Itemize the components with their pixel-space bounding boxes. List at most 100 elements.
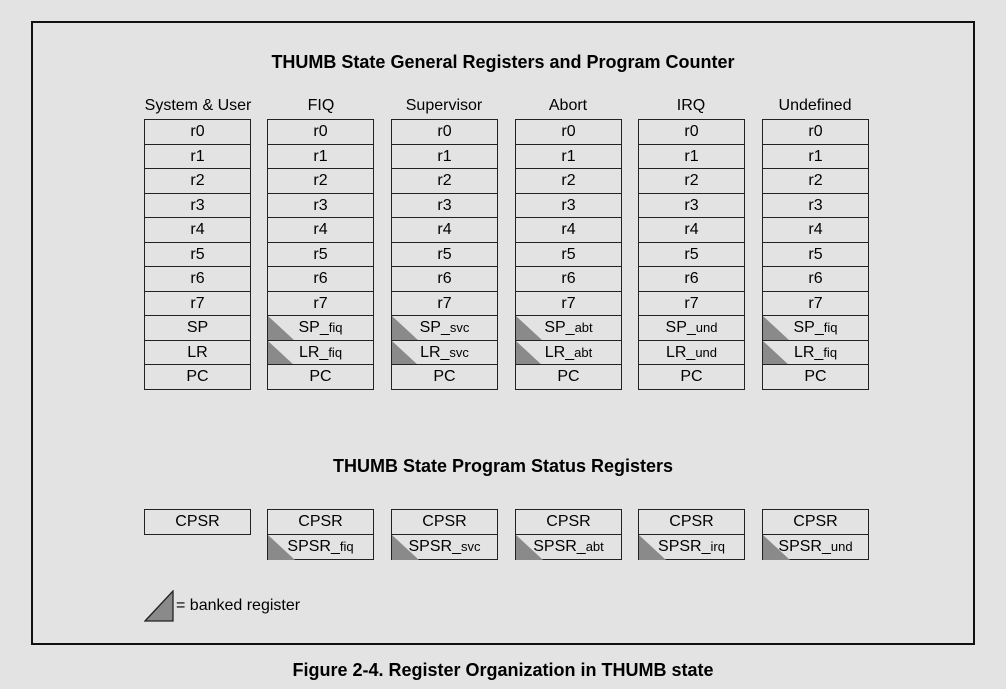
register-mode-suffix: fiq	[328, 320, 343, 335]
register-underscore: _	[440, 343, 450, 361]
diagram-frame	[31, 21, 975, 645]
register-cell: r1	[144, 143, 251, 170]
register-name: LR	[187, 343, 208, 361]
register-stack: r0 r1 r2 r3 r4 r5 r6 r7 SP_fiq LR_fiq PC	[267, 119, 374, 390]
register-name: r7	[313, 294, 328, 312]
register-mode-suffix: und	[695, 320, 718, 335]
registers-title: THUMB State General Registers and Progra…	[271, 52, 735, 72]
register-name: r1	[437, 147, 452, 165]
register-cell: r0	[515, 119, 622, 145]
register-cell: r5	[515, 241, 622, 268]
legend-text: = banked register	[176, 597, 301, 614]
register-cell: r7	[515, 290, 622, 317]
register-label: r3	[437, 197, 451, 214]
register-name: r6	[190, 270, 205, 287]
register-label: r0	[561, 123, 575, 140]
register-cell: r3	[515, 192, 622, 219]
register-cell: r7	[267, 290, 374, 317]
register-label: r3	[684, 197, 698, 214]
register-name: SPSR	[533, 537, 577, 555]
banked-triangle-icon	[763, 340, 790, 366]
register-label: SP_und	[666, 319, 718, 336]
register-cell: SPSR_abt	[515, 533, 622, 560]
register-cell: r4	[144, 217, 251, 243]
banked-triangle-icon	[268, 316, 295, 341]
register-name: r3	[684, 196, 699, 214]
banked-triangle-icon	[144, 590, 174, 622]
register-name: r5	[190, 245, 205, 263]
banked-triangle-icon	[639, 534, 666, 560]
banked-triangle-icon	[763, 316, 790, 341]
register-cell: r3	[391, 192, 498, 219]
register-label: SP_svc	[420, 319, 470, 336]
register-name: r2	[437, 172, 452, 189]
register-name: r0	[437, 123, 452, 140]
register-name: r0	[808, 123, 823, 140]
register-cell: SPSR_fiq	[267, 533, 374, 560]
register-cell: r0	[762, 119, 869, 145]
register-underscore: _	[565, 343, 575, 361]
register-label: r6	[808, 270, 822, 287]
register-name: r2	[684, 172, 699, 189]
register-label: r6	[313, 270, 327, 287]
register-cell: CPSR	[267, 509, 374, 535]
register-cell: PC	[638, 364, 745, 390]
register-cell: LR_fiq	[762, 339, 869, 366]
register-cell: SPSR_und	[762, 533, 869, 560]
register-label: SPSR_fiq	[287, 538, 353, 555]
register-cell: PC	[762, 364, 869, 390]
mode-header: Undefined	[778, 97, 852, 114]
register-underscore: _	[821, 537, 831, 555]
register-name: r4	[437, 221, 452, 238]
register-label: SPSR_und	[778, 538, 852, 555]
register-name: r0	[561, 123, 576, 140]
register-label: SPSR_abt	[533, 538, 604, 555]
psr-stack: CPSR	[144, 509, 251, 535]
register-mode-suffix: abt	[585, 538, 604, 554]
register-label: r3	[190, 197, 204, 214]
register-name: r7	[437, 294, 452, 312]
register-cell: CPSR	[391, 509, 498, 535]
register-cell: SPSR_svc	[391, 533, 498, 560]
register-label: r0	[313, 123, 327, 140]
register-cell: r1	[515, 143, 622, 170]
register-cell: r5	[391, 241, 498, 268]
register-label: r2	[684, 172, 698, 189]
register-cell: r5	[638, 241, 745, 268]
register-underscore: _	[330, 537, 340, 555]
register-cell: SPSR_irq	[638, 533, 745, 560]
register-underscore: _	[319, 343, 329, 361]
register-label: r7	[808, 295, 822, 312]
register-name: r6	[684, 270, 699, 287]
register-underscore: _	[814, 319, 824, 336]
register-name: CPSR	[669, 513, 714, 530]
register-name: r0	[313, 123, 328, 140]
register-cell: r7	[391, 290, 498, 317]
register-cell: LR_abt	[515, 339, 622, 366]
register-name: SPSR	[287, 537, 331, 555]
register-name: r2	[313, 172, 328, 189]
psr-stack: CPSR SPSR_irq	[638, 509, 745, 560]
psr-stack: CPSR SPSR_abt	[515, 509, 622, 560]
register-name: r3	[437, 196, 452, 214]
register-underscore: _	[565, 319, 575, 336]
register-name: SPSR	[408, 537, 453, 555]
register-label: r6	[561, 270, 575, 287]
register-name: r5	[561, 245, 576, 263]
register-name: r1	[561, 147, 576, 165]
register-name: r2	[561, 172, 576, 189]
banked-triangle-icon	[392, 340, 419, 366]
register-name: r6	[313, 270, 328, 287]
register-cell: r7	[144, 290, 251, 317]
register-stack: r0 r1 r2 r3 r4 r5 r6 r7 SP LR PC	[144, 119, 251, 390]
register-label: r2	[561, 172, 575, 189]
register-name: SPSR	[658, 537, 702, 555]
register-name: SP	[298, 319, 320, 336]
register-name: r2	[190, 172, 205, 189]
register-label: r2	[808, 172, 822, 189]
register-underscore: _	[701, 537, 711, 555]
register-cell: r3	[638, 192, 745, 219]
register-name: SP	[665, 319, 687, 336]
register-cell: CPSR	[762, 509, 869, 535]
register-name: r0	[684, 123, 699, 140]
